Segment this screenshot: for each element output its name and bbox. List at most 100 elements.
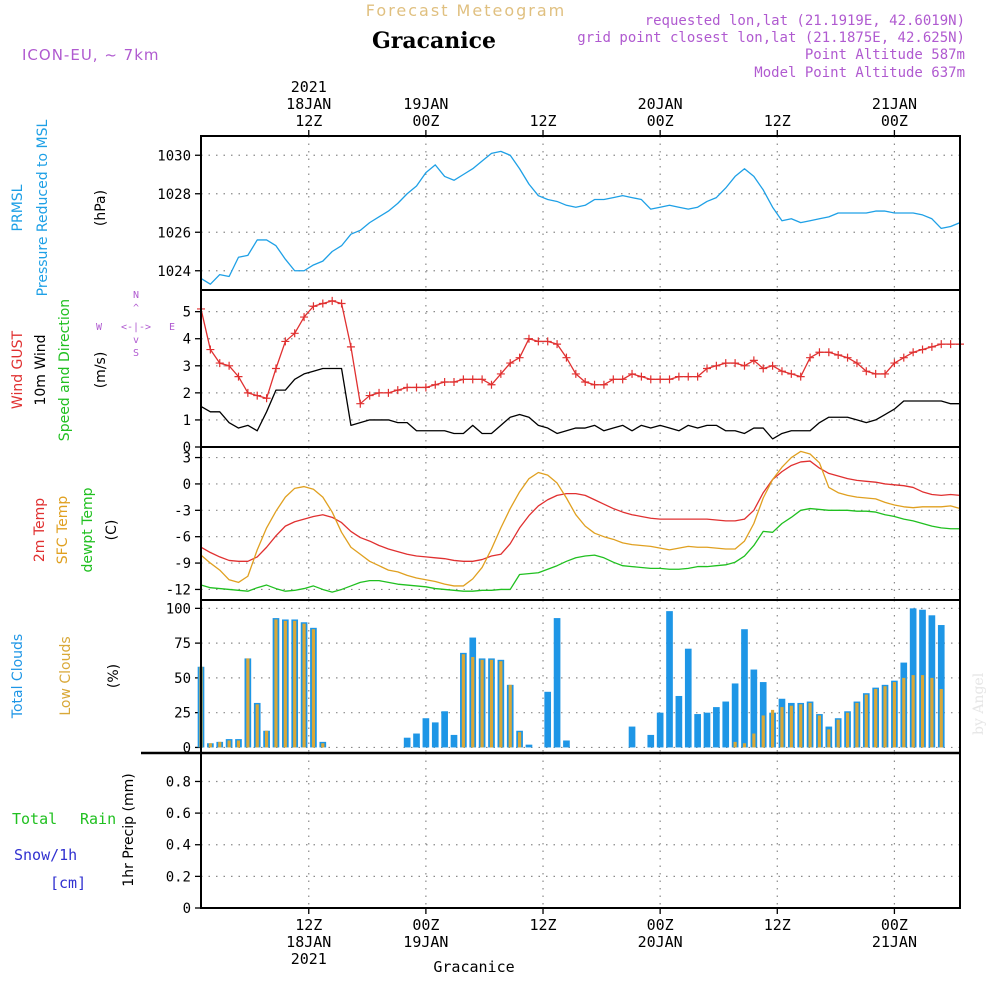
series-line-wind-gust — [200, 300, 960, 405]
svg-text:<-|->: <-|-> — [121, 322, 151, 333]
gust-marker — [375, 388, 384, 397]
cloud-bar — [694, 714, 701, 748]
gust-marker — [937, 340, 946, 349]
gust-marker — [225, 361, 234, 370]
gust-marker — [656, 375, 665, 384]
y-tick-label: 25 — [174, 706, 191, 722]
gust-marker — [918, 345, 927, 354]
time-label-top: 20JAN — [638, 95, 683, 113]
cloud-bar — [799, 704, 803, 748]
gust-marker — [262, 394, 271, 403]
y-tick-label: 4 — [183, 332, 191, 348]
gust-marker — [796, 372, 805, 381]
cloud-bar — [265, 730, 269, 748]
gust-marker — [346, 342, 355, 351]
gust-marker — [759, 364, 768, 373]
cloud-bar — [883, 686, 887, 748]
cloud-bar — [675, 695, 683, 748]
cloud-bar — [321, 743, 325, 748]
series-line-10m-wind — [200, 367, 960, 440]
y-tick-label: 0.4 — [166, 838, 191, 854]
time-label-top: 19JAN — [403, 95, 448, 113]
chart-panels: 1024102610281030012345-12-9-6-3030255075… — [141, 130, 964, 917]
gust-marker — [271, 364, 280, 373]
cloud-bar — [450, 734, 458, 748]
series-line-2m-temp — [200, 460, 961, 562]
cloud-bar — [864, 694, 868, 748]
cloud-bar — [544, 691, 552, 748]
panel-precip: 0 0.2 0.4 0.6 0.8 — [166, 752, 961, 917]
y-tick-label: -12 — [166, 582, 191, 598]
gust-marker — [693, 372, 702, 381]
panel-pressure: 1024 1026 1028 1030 — [157, 135, 961, 291]
pressure-axis-title: PRMSL Pressure Reduced to MSL (hPa) — [10, 119, 109, 296]
y-tick-label: 1030 — [157, 148, 191, 164]
cloud-bar — [499, 661, 503, 748]
cloud-bar — [403, 737, 411, 748]
panel-frame — [200, 446, 961, 601]
forecast-title: Forecast Meteogram — [366, 1, 566, 20]
time-label-bottom: 12Z — [764, 916, 791, 934]
gust-marker — [253, 391, 262, 400]
cloud-bar — [461, 654, 465, 748]
series-line-sfc-temp — [200, 450, 961, 587]
gust-marker — [281, 337, 290, 346]
y-tick-label: 50 — [174, 671, 191, 687]
svg-text:^: ^ — [133, 303, 139, 314]
gust-marker — [356, 399, 365, 408]
svg-text:[cm]: [cm] — [50, 874, 86, 892]
cloud-bar — [553, 618, 561, 748]
svg-text:SFC Temp: SFC Temp — [55, 496, 71, 565]
y-tick-label: 1028 — [157, 187, 191, 203]
gust-marker — [731, 359, 740, 368]
cloud-bar — [892, 682, 896, 748]
svg-text:Wind GUST: Wind GUST — [10, 330, 26, 409]
svg-text:v: v — [133, 335, 139, 346]
gust-marker — [384, 388, 393, 397]
cloud-bar — [563, 740, 570, 748]
cloud-bar — [742, 743, 747, 748]
gust-marker — [543, 337, 552, 346]
cloud-bar — [508, 684, 512, 748]
svg-text:1hr Precip (mm): 1hr Precip (mm) — [121, 773, 137, 886]
y-tick-label: 0 — [183, 477, 191, 493]
cloud-bar — [937, 625, 945, 748]
footer-location: Gracanice — [433, 958, 514, 976]
gust-marker — [562, 353, 571, 362]
y-tick-label: 100 — [166, 601, 191, 617]
svg-text:N: N — [133, 290, 139, 301]
y-tick-label: 0 — [183, 440, 191, 456]
cloud-bar — [656, 712, 664, 748]
time-label-bottom: 20JAN — [638, 933, 683, 951]
gust-marker — [412, 383, 421, 392]
gust-marker — [777, 367, 786, 376]
y-tick-label: 75 — [174, 636, 191, 652]
gust-marker — [300, 313, 309, 322]
gust-marker — [927, 342, 936, 351]
y-tick-label: 0.6 — [166, 806, 191, 822]
cloud-bar — [874, 689, 878, 748]
cloud-bar — [722, 701, 730, 748]
gust-marker — [599, 380, 608, 389]
cloud-bar — [808, 702, 812, 748]
wind-axis-title: Wind GUST 10m Wind Speed and Direction (… — [10, 299, 109, 441]
cloud-bar — [771, 709, 775, 748]
gust-marker — [290, 329, 299, 338]
svg-text:Snow/1h: Snow/1h — [14, 846, 77, 864]
gust-marker — [628, 369, 637, 378]
cloud-bar — [703, 712, 711, 748]
gust-marker — [703, 364, 711, 373]
cloud-bar — [741, 629, 748, 748]
y-tick-label: -6 — [174, 530, 191, 546]
svg-text:(%): (%) — [106, 664, 122, 688]
gust-marker — [440, 378, 449, 387]
cloud-bar — [628, 726, 636, 748]
cloud-bar — [666, 611, 673, 748]
svg-text:Total Clouds: Total Clouds — [10, 634, 26, 719]
gust-marker — [478, 375, 487, 384]
svg-text:Speed and Direction: Speed and Direction — [57, 299, 73, 441]
cloud-bar — [759, 682, 767, 748]
cloud-bar — [208, 743, 212, 748]
gust-marker — [328, 296, 337, 305]
